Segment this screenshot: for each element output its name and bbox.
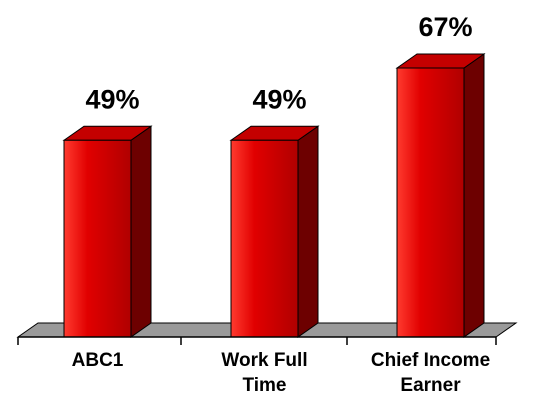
bar-side-face [297, 125, 319, 338]
category-label-2: Work Full Time [221, 350, 307, 396]
data-label-2: 49% [252, 84, 306, 114]
data-label-3: 67% [418, 12, 472, 42]
axis-layer [17, 336, 497, 345]
category-label-line: Time [242, 375, 286, 396]
category-label-line: ABC1 [72, 350, 124, 371]
bar-1 [62, 125, 153, 338]
bar-front-face [230, 139, 299, 338]
bar-2 [229, 125, 320, 338]
category-label-line: Chief Income [371, 350, 490, 371]
category-label-1: ABC1 [72, 350, 124, 371]
category-label-line: Earner [400, 375, 461, 396]
bar-front-face [396, 67, 465, 338]
data-label-1: 49% [85, 84, 139, 114]
bars-layer [62, 53, 486, 338]
labels-layer: 49% 49% 67% ABC1 Work Full Time Chief Income Ea… [72, 12, 491, 396]
bar-front-face [63, 139, 132, 338]
category-label-line: Work Full [221, 350, 307, 371]
category-label-3: Chief Income Earner [371, 350, 490, 396]
bar-side-face [130, 125, 152, 338]
bar-side-face [463, 53, 485, 338]
bar-3 [395, 53, 486, 338]
